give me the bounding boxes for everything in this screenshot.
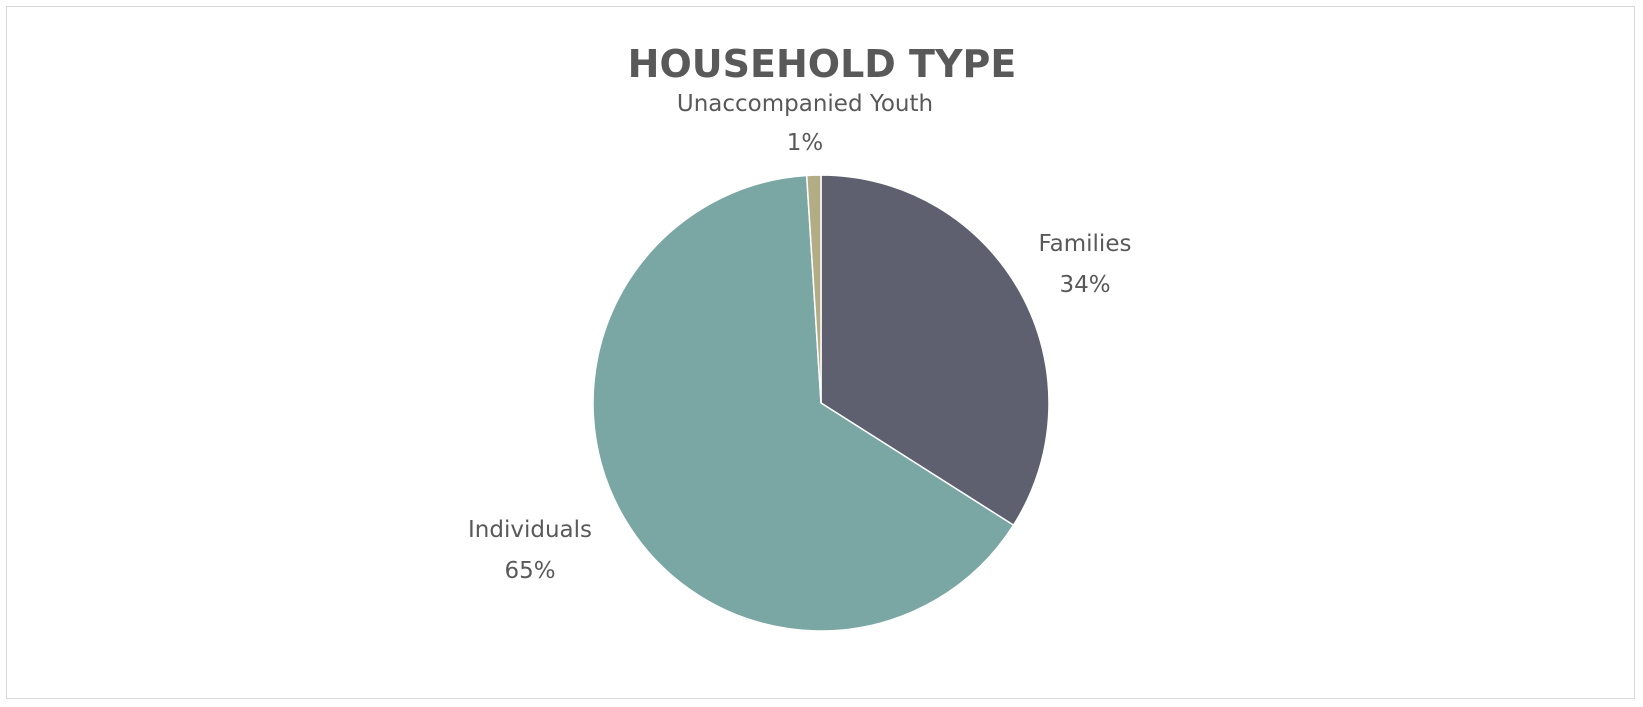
pie-data-labels: Families 34% Individuals 65% Unaccompanied Y… (468, 91, 1131, 584)
pie-slice-individuals (592, 174, 1015, 632)
slice-value-label: 65% (504, 558, 555, 584)
slice-name-label: Unaccompanied Youth (677, 91, 933, 117)
pie-slice-families (820, 174, 1050, 527)
slice-name-label: Individuals (468, 517, 592, 543)
pie-slices (592, 174, 1050, 632)
slice-name-label: Families (1039, 231, 1132, 257)
slice-value-label: 34% (1059, 272, 1110, 298)
slice-value-label: 1% (787, 130, 824, 156)
chart-title: HOUSEHOLD TYPE (628, 42, 1017, 86)
pie-slice-unaccompanied-youth (805, 174, 822, 404)
